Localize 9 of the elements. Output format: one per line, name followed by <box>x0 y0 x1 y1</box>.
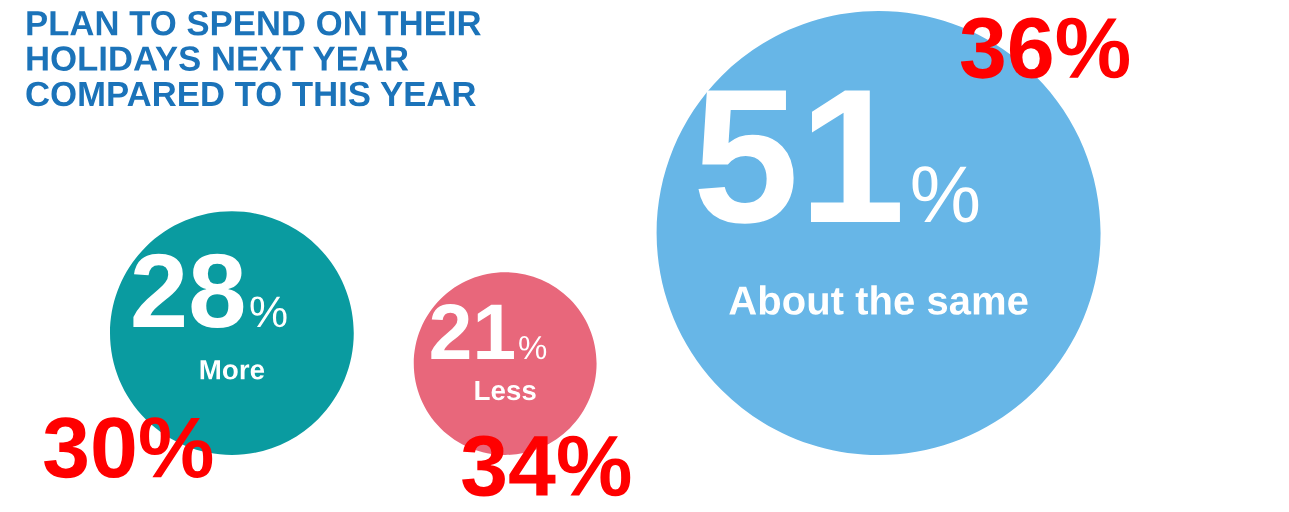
text: 30% <box>44 417 213 479</box>
category-label: About the same <box>729 285 1028 315</box>
category-label: More <box>200 360 265 380</box>
text: PLAN TO SPEND ON THEIR HOLIDAYS NEXT YEAR COMPARED TO THIS YEAR <box>26 10 481 107</box>
data-label: 51% <box>698 90 979 224</box>
category-label: Less <box>475 380 536 401</box>
data-label: 28% <box>133 253 287 329</box>
data-label: 21% <box>431 304 547 360</box>
text: 34% <box>462 435 631 497</box>
